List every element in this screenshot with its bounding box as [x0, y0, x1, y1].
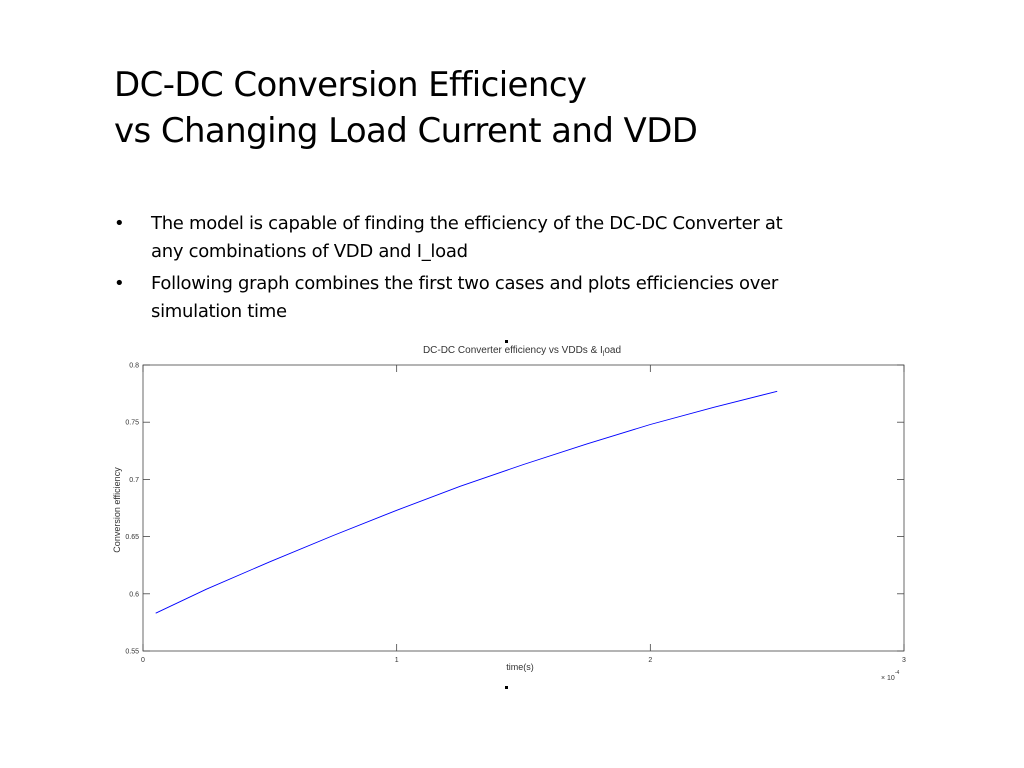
x-axis-multiplier-base: × 10 — [881, 675, 895, 682]
x-tick-label: 2 — [648, 657, 652, 664]
slide-title: DC-DC Conversion Efficiency vs Changing … — [114, 62, 698, 154]
slide-title-line-1: DC-DC Conversion Efficiency — [114, 65, 587, 105]
slide-artifact-mark — [505, 340, 508, 343]
slide-artifact-mark — [505, 686, 508, 689]
y-tick-label: 0.7 — [129, 477, 139, 484]
y-tick-label: 0.75 — [125, 420, 139, 427]
plot-area-frame — [142, 364, 905, 652]
bullet-text: Following graph combines the first two c… — [151, 273, 778, 322]
y-tick-label: 0.6 — [129, 591, 139, 598]
bullet-list: • The model is capable of finding the ef… — [114, 210, 814, 330]
x-axis-multiplier-exponent: -4 — [895, 670, 900, 676]
x-axis-multiplier: × 10-4 — [881, 670, 899, 682]
bullet-text: The model is capable of finding the effi… — [151, 213, 783, 262]
y-axis-label: Conversion efficiency — [112, 467, 122, 553]
y-tick-label: 0.55 — [125, 649, 139, 656]
chart-title-main: DC-DC Converter efficiency vs VDDs & I — [423, 345, 603, 356]
x-tick-label: 1 — [395, 657, 399, 664]
x-tick-label: 3 — [902, 657, 906, 664]
chart-title: DC-DC Converter efficiency vs VDDs & Ilo… — [423, 345, 621, 358]
x-axis-label: time(s) — [506, 662, 534, 672]
chart-title-suffix: oad — [604, 345, 621, 356]
chart-title-subscript: l — [603, 351, 605, 358]
y-tick-label: 0.65 — [125, 534, 139, 541]
bullet-dot-icon: • — [114, 213, 125, 234]
bullet-item: • The model is capable of finding the ef… — [114, 210, 814, 266]
chart-container: DC-DC Converter efficiency vs VDDs & Ilo… — [0, 330, 1024, 695]
series-line-efficiency — [155, 390, 778, 614]
bullet-item: • Following graph combines the first two… — [114, 270, 814, 326]
y-tick-label: 0.8 — [129, 363, 139, 370]
slide-title-line-2: vs Changing Load Current and VDD — [114, 111, 698, 151]
bullet-dot-icon: • — [114, 273, 125, 294]
x-tick-label: 0 — [141, 657, 145, 664]
efficiency-chart: DC-DC Converter efficiency vs VDDs & Ilo… — [112, 345, 906, 682]
